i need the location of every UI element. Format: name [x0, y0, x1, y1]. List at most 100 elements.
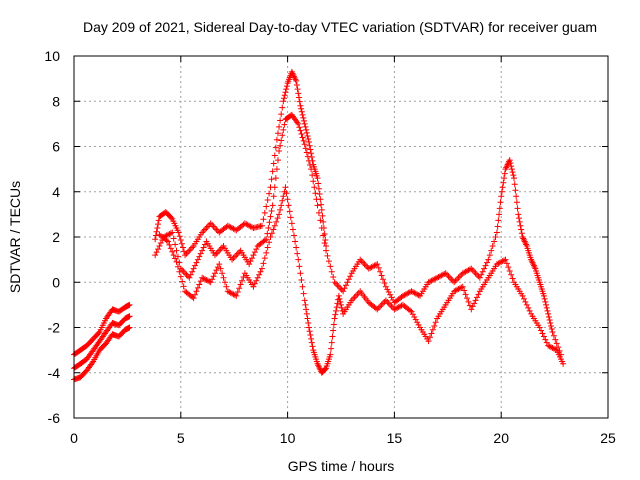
data-point	[468, 306, 475, 313]
data-point	[518, 230, 525, 237]
data-point	[213, 250, 220, 257]
data-point	[190, 295, 197, 302]
data-point	[327, 351, 334, 358]
data-point	[291, 232, 298, 239]
data-point	[303, 149, 310, 156]
data-point	[279, 197, 286, 204]
data-point	[219, 244, 226, 251]
data-point	[485, 256, 492, 263]
data-point	[387, 291, 394, 298]
data-point	[492, 234, 499, 240]
data-point	[384, 298, 391, 305]
data-point	[298, 105, 305, 112]
data-point	[190, 265, 197, 272]
data-point	[497, 199, 504, 206]
data-point	[234, 289, 241, 296]
data-point	[203, 224, 210, 231]
data-point	[380, 300, 387, 307]
data-point	[512, 187, 519, 194]
data-point	[543, 301, 550, 308]
data-point	[268, 230, 275, 237]
data-point	[179, 244, 186, 251]
data-point	[281, 121, 288, 128]
data-point	[308, 166, 315, 173]
data-point	[157, 240, 164, 247]
data-point	[501, 175, 508, 182]
data-point	[508, 166, 515, 173]
data-point	[279, 132, 286, 139]
data-point	[175, 229, 182, 236]
x-axis-label: GPS time / hours	[288, 458, 395, 474]
data-point	[281, 92, 288, 99]
data-point	[385, 289, 392, 296]
data-point	[239, 277, 246, 284]
data-point	[464, 295, 471, 302]
data-point	[210, 273, 217, 280]
data-point	[505, 264, 512, 271]
data-point	[200, 227, 207, 234]
data-point	[471, 300, 478, 307]
data-point	[330, 327, 337, 334]
data-point	[237, 281, 244, 288]
data-point	[281, 95, 288, 102]
data-point	[126, 301, 133, 308]
data-point	[509, 275, 516, 282]
data-point	[249, 255, 255, 262]
data-point	[278, 137, 285, 144]
data-point	[154, 224, 161, 231]
y-tick-label: -2	[48, 320, 61, 336]
gridlines	[74, 56, 608, 418]
data-point	[277, 206, 284, 213]
data-point	[283, 86, 290, 93]
data-point	[320, 232, 327, 239]
data-point	[318, 224, 325, 231]
data-point	[308, 339, 315, 346]
data-point	[506, 157, 513, 164]
data-point	[155, 217, 162, 224]
data-point	[277, 117, 284, 124]
data-point	[499, 184, 506, 191]
data-point	[204, 223, 211, 230]
data-point	[300, 137, 307, 144]
data-point	[294, 86, 301, 93]
data-point	[173, 247, 180, 254]
data-point	[501, 170, 508, 177]
data-point	[174, 263, 181, 270]
data-point	[488, 247, 495, 254]
y-tick-label: 2	[52, 229, 60, 245]
data-point	[308, 335, 315, 342]
data-point	[513, 193, 520, 200]
data-point	[301, 297, 308, 304]
y-tick-label: 10	[44, 48, 60, 64]
data-point	[519, 292, 526, 299]
data-point	[247, 258, 254, 265]
data-point	[548, 326, 555, 333]
data-point	[407, 307, 414, 314]
data-point	[297, 270, 304, 277]
data-point	[333, 304, 340, 311]
data-point	[187, 271, 194, 278]
data-point	[219, 270, 226, 277]
data-point	[523, 301, 530, 308]
data-point	[553, 340, 560, 347]
data-point	[304, 315, 311, 322]
data-point	[200, 244, 207, 251]
data-point	[176, 268, 183, 275]
data-point	[331, 279, 338, 286]
data-point	[338, 301, 344, 308]
data-point	[282, 89, 289, 96]
data-point	[509, 169, 516, 176]
data-point	[452, 277, 459, 284]
data-point	[236, 285, 243, 292]
data-point	[197, 250, 204, 257]
data-point	[360, 259, 367, 266]
data-point	[552, 346, 559, 353]
data-point	[309, 343, 316, 350]
data-point	[300, 117, 307, 124]
data-point	[307, 161, 314, 168]
data-point	[316, 191, 323, 198]
data-point	[305, 157, 312, 164]
data-point	[156, 243, 163, 250]
data-point	[250, 252, 257, 259]
